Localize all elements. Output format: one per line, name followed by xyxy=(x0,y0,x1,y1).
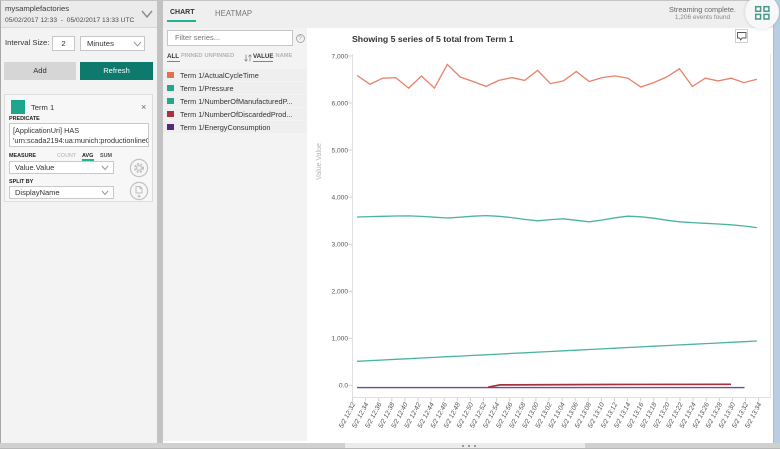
svg-text:Value.Value: Value.Value xyxy=(316,143,323,180)
svg-text:4,000: 4,000 xyxy=(331,195,348,202)
svg-text:7,000: 7,000 xyxy=(331,53,348,60)
svg-text:3,000: 3,000 xyxy=(331,242,348,249)
svg-text:2,000: 2,000 xyxy=(331,289,348,296)
svg-text:5,000: 5,000 xyxy=(331,148,348,155)
svg-text:0.0: 0.0 xyxy=(339,383,348,390)
svg-text:1,000: 1,000 xyxy=(331,336,348,343)
svg-text:6,000: 6,000 xyxy=(331,101,348,108)
